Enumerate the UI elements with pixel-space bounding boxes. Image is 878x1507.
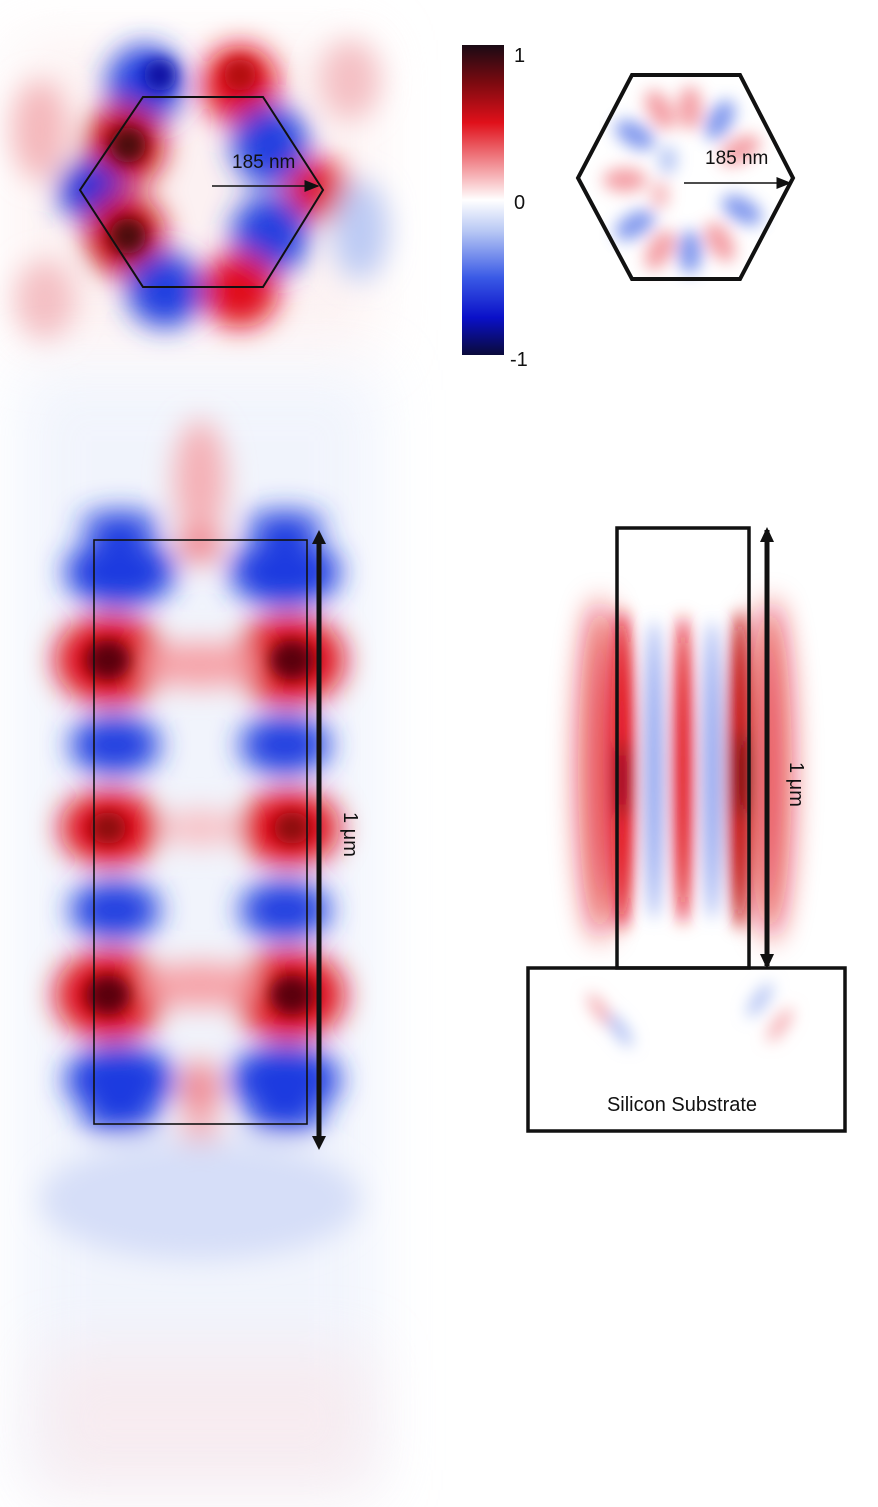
bottom-right-panel: Silicon Substrate 1 μm — [526, 526, 847, 1133]
hexagon-outline — [78, 96, 325, 288]
colorbar: 1 0 -1 — [462, 45, 528, 371]
bottom-left-field-map — [20, 370, 380, 1490]
top-left-panel: 185 nm — [12, 40, 388, 350]
nanowire-outline — [93, 539, 308, 1125]
colorbar-min-label: -1 — [510, 349, 528, 371]
bottom-right-field-map — [578, 600, 793, 1047]
top-left-field-map — [12, 40, 388, 350]
substrate-label: Silicon Substrate — [607, 1094, 757, 1116]
radius-label: 185 nm — [705, 148, 768, 169]
colorbar-max-label: 1 — [514, 45, 525, 67]
colorbar-gradient — [462, 45, 504, 355]
silicon-substrate — [526, 966, 847, 1133]
length-label: 1 μm — [785, 762, 807, 807]
radius-label: 185 nm — [232, 152, 295, 173]
colorbar-mid-label: 0 — [514, 192, 525, 214]
bottom-left-panel: 1 μm — [20, 370, 380, 1490]
top-right-panel: 185 nm — [575, 73, 796, 281]
length-label: 1 μm — [339, 812, 361, 857]
hexagon-outline — [575, 73, 796, 281]
top-right-field-map — [603, 86, 762, 274]
